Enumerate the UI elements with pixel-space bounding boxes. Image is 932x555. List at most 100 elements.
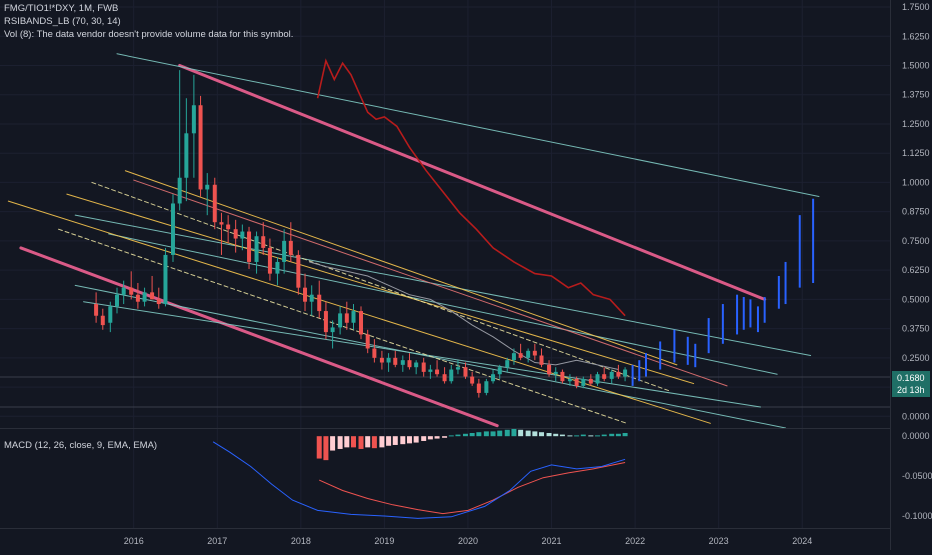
rsibands-legend[interactable]: RSIBANDS_LB (70, 30, 14)	[4, 16, 121, 27]
trendline-yellowdash	[57, 228, 628, 424]
macd-histogram-bar	[574, 435, 580, 437]
macd-histogram-bar	[413, 436, 419, 443]
macd-histogram-bar	[434, 436, 440, 439]
candle-body	[553, 371, 558, 375]
macd-histogram-bar	[344, 436, 350, 448]
candle-body	[588, 378, 593, 384]
candle-body	[94, 304, 99, 316]
macd-histogram-bar	[358, 436, 364, 449]
price-tick-label: 1.0000	[902, 177, 930, 187]
macd-histogram-bar	[518, 429, 524, 437]
candle-body	[539, 355, 544, 365]
candle-body	[547, 364, 552, 375]
price-tick-label: 1.5000	[902, 60, 930, 70]
time-axis-border	[0, 528, 890, 529]
candle-body	[317, 294, 322, 312]
candle-body	[351, 311, 356, 323]
trendline-rose	[133, 179, 728, 387]
macd-histogram-bar	[580, 434, 586, 437]
candle-body	[288, 240, 293, 255]
pane-separator[interactable]	[0, 428, 890, 429]
candle-body	[121, 287, 126, 295]
candle-body	[393, 357, 398, 365]
trendlines	[7, 53, 820, 429]
trendline-yellow	[124, 170, 678, 366]
macd-histogram-bar	[400, 436, 406, 445]
macd-line	[212, 441, 626, 519]
trendline-yellow	[66, 193, 695, 385]
candle-body	[344, 313, 349, 323]
candle-body	[560, 371, 565, 382]
macd-histogram-bar	[337, 436, 343, 449]
price-tick-label: 0.7500	[902, 236, 930, 246]
macd-histogram-bar	[601, 434, 607, 437]
macd-histogram-bar	[497, 430, 503, 437]
countdown: 2d 13h	[897, 385, 925, 395]
candle-body	[574, 378, 579, 386]
price-tick-label: 1.6250	[902, 31, 930, 41]
macd-histogram-bar	[455, 434, 461, 437]
candle-body	[247, 231, 252, 262]
candle-body	[309, 294, 314, 302]
candle-body	[470, 376, 475, 384]
trendline-teal	[116, 53, 820, 197]
candle-body	[623, 369, 628, 377]
price-tick-label: 1.2500	[902, 119, 930, 129]
candle-body	[476, 383, 481, 393]
candle-body	[455, 367, 460, 370]
candle-body	[428, 369, 433, 372]
candle-body	[323, 311, 328, 333]
time-tick-label: 2016	[124, 536, 144, 546]
macd-histogram-bar	[567, 435, 573, 437]
macd-histogram-bar	[316, 436, 322, 459]
candle-body	[609, 371, 614, 379]
macd-histogram-bar	[392, 436, 398, 445]
candle-body	[254, 236, 259, 262]
candle-body	[219, 222, 224, 225]
candle-body	[491, 374, 496, 382]
price-tick-label: 1.3750	[902, 90, 930, 100]
price-tick-label: 0.8750	[902, 207, 930, 217]
macd-histogram-bar	[511, 429, 517, 437]
candle-body	[233, 229, 238, 239]
volume-legend[interactable]: Vol (8): The data vendor doesn't provide…	[4, 29, 294, 40]
trendline-yellowdash	[91, 181, 670, 392]
macd-histogram-bar	[622, 432, 628, 437]
candle-body	[421, 362, 426, 372]
macd-legend[interactable]: MACD (12, 26, close, 9, EMA, EMA)	[4, 440, 158, 451]
macd-histogram-bar	[539, 432, 545, 437]
candle-body	[567, 378, 572, 382]
candle-body	[505, 360, 510, 368]
symbol-legend[interactable]: FMG/TIO1!*DXY, 1M, FWB	[4, 3, 119, 14]
candle-body	[261, 236, 266, 248]
candle-body	[184, 133, 189, 178]
macd-histogram-bar	[504, 429, 510, 437]
candle-body	[191, 105, 196, 134]
candle-body	[449, 369, 454, 382]
price-tick-label: 1.1250	[902, 148, 930, 158]
macd-histogram-bar	[595, 435, 601, 437]
candle-body	[463, 367, 468, 377]
candle-body	[526, 350, 531, 358]
time-axis: 2016 2017 2018 2019 2020 2021 2022 2023 2024	[124, 536, 813, 546]
candle-body	[379, 357, 384, 363]
macd-histogram-bar	[379, 436, 385, 448]
macd-histogram-bar	[462, 433, 468, 437]
candle-body	[484, 381, 489, 393]
candle-body	[142, 292, 147, 302]
trendline-teal	[108, 233, 778, 375]
candle-body	[226, 224, 231, 230]
macd-histogram-bar	[476, 432, 482, 437]
candle-body	[386, 357, 391, 363]
candle-body	[616, 371, 621, 377]
candle-body	[114, 294, 119, 307]
candle-body	[212, 184, 217, 223]
time-tick-label: 2021	[542, 536, 562, 546]
rsiband-line	[316, 58, 626, 317]
macd-tick-label: -0.0500	[902, 471, 932, 481]
last-price-tag: 0.1680 2d 13h	[892, 371, 930, 397]
macd-histogram-bar	[365, 436, 371, 448]
time-tick-label: 2017	[207, 536, 227, 546]
